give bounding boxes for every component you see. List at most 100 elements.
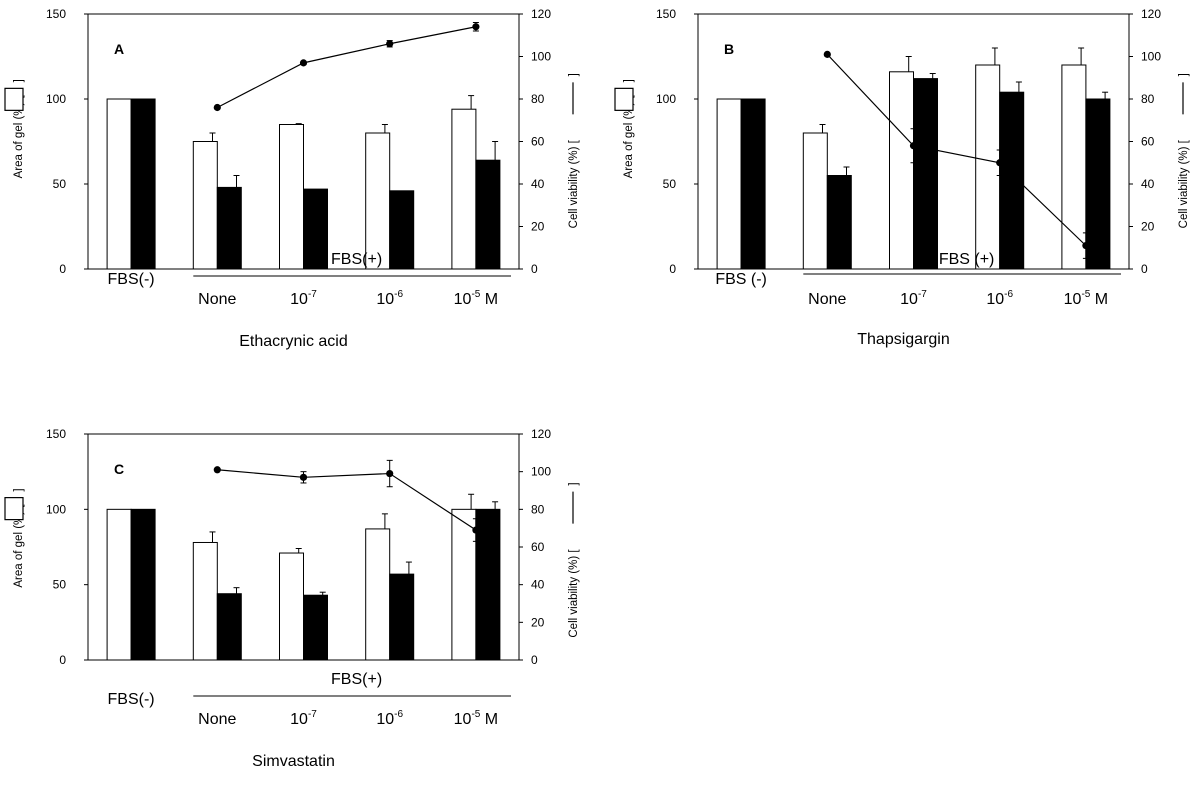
open-bar	[365, 528, 391, 661]
left-tick-label: 150	[46, 427, 66, 441]
open-bar	[1061, 64, 1087, 270]
category-label: None	[198, 291, 236, 308]
open-bar	[192, 141, 218, 270]
left-tick-label: 100	[46, 92, 66, 106]
fbs-positive-label: FBS(+)	[331, 251, 382, 268]
filled-bar	[1085, 98, 1111, 270]
open-bar	[106, 98, 132, 270]
open-bar	[451, 508, 477, 661]
right-tick-label: 100	[1141, 50, 1161, 64]
filled-bar	[389, 573, 415, 661]
viability-point	[213, 466, 221, 474]
viability-point	[213, 103, 221, 112]
filled-bar	[389, 190, 415, 270]
viability-line	[217, 26, 477, 109]
viability-point	[996, 159, 1004, 167]
viability-point	[386, 40, 394, 48]
panel-letter: C	[114, 461, 124, 477]
viability-point	[386, 469, 394, 478]
right-tick-label: 0	[1141, 262, 1148, 276]
fbs-negative-label: FBS (-)	[715, 271, 767, 288]
open-bar	[889, 71, 914, 270]
right-tick-label: 120	[531, 427, 551, 441]
viability-point	[909, 142, 918, 150]
panel-letter: B	[724, 41, 734, 57]
viability-line	[826, 53, 1087, 247]
open-bar	[106, 508, 132, 661]
right-tick-label: 60	[1141, 135, 1155, 149]
category-label: 10-7	[290, 709, 317, 728]
filled-bar	[216, 593, 242, 661]
filled-bar	[303, 594, 328, 661]
fbs-positive-label: FBS (+)	[939, 251, 995, 268]
left-tick-label: 0	[59, 262, 66, 276]
right-tick-label: 80	[531, 502, 545, 516]
category-label: 10-6	[376, 289, 403, 308]
filled-bar	[475, 159, 501, 270]
viability-point	[1082, 242, 1090, 250]
drug-name: Simvastatin	[252, 753, 335, 770]
category-label: None	[198, 711, 236, 728]
fbs-negative-label: FBS(-)	[108, 271, 155, 288]
right-tick-label: 100	[531, 50, 551, 64]
right-tick-label: 60	[531, 135, 545, 149]
left-tick-label: 50	[53, 578, 67, 592]
left-tick-label: 100	[656, 92, 676, 106]
open-bar	[802, 132, 828, 270]
panel-a-ethacrynic-acid: 0 50 100 150 0 20 40 60 80 100 120 Area of gel (%) …	[4, 7, 580, 350]
category-label: 10-5 M	[454, 709, 498, 728]
left-tick-label: 0	[59, 653, 66, 667]
right-tick-label: 80	[1141, 92, 1155, 106]
open-bar-legend-key	[4, 87, 24, 111]
legend-bracket: ]	[13, 79, 25, 82]
drug-name: Thapsigargin	[857, 331, 950, 348]
category-label: 10-5 M	[1064, 289, 1108, 308]
left-tick-label: 150	[46, 7, 66, 21]
left-tick-label: 0	[669, 262, 676, 276]
right-tick-label: 60	[531, 540, 545, 554]
category-label: 10-7	[900, 289, 927, 308]
right-tick-label: 120	[1141, 7, 1161, 21]
viability-point	[299, 59, 308, 67]
open-bar	[279, 552, 304, 661]
right-axis-title: Cell viability (%) [	[568, 549, 580, 638]
filled-bar	[913, 78, 938, 270]
legend-bracket: ]	[13, 488, 25, 491]
left-tick-label: 150	[656, 7, 676, 21]
left-tick-label: 50	[663, 177, 677, 191]
filled-bar	[475, 508, 501, 661]
right-tick-label: 0	[531, 262, 538, 276]
panel-c-simvastatin: 0 50 100 150 0 20 40 60 80 100 120 Area of gel (%) …	[4, 427, 580, 770]
category-label: 10-6	[986, 289, 1013, 308]
open-bar	[279, 124, 304, 270]
right-tick-label: 120	[531, 7, 551, 21]
viability-point	[299, 473, 308, 481]
right-tick-label: 20	[531, 220, 545, 234]
filled-bar	[303, 188, 328, 270]
category-label: 10-7	[290, 289, 317, 308]
category-label: 10-5 M	[454, 289, 498, 308]
right-tick-label: 40	[1141, 177, 1155, 191]
open-bar	[716, 98, 742, 270]
left-tick-label: 50	[53, 177, 67, 191]
fbs-negative-label: FBS(-)	[108, 691, 155, 708]
left-tick-label: 100	[46, 502, 66, 516]
filled-bar	[999, 91, 1025, 270]
legend-bracket: ]	[568, 73, 580, 76]
open-bar	[365, 132, 391, 270]
open-bar	[975, 64, 1001, 270]
right-tick-label: 40	[531, 177, 545, 191]
right-axis-title: Cell viability (%) [	[568, 139, 580, 228]
right-tick-label: 20	[531, 615, 545, 629]
category-label: 10-6	[376, 709, 403, 728]
left-axis-title: Area of gel (%) [	[623, 94, 635, 178]
right-tick-label: 20	[1141, 220, 1155, 234]
viability-point	[823, 50, 831, 58]
open-bar-legend-key	[614, 87, 634, 111]
legend-bracket: ]	[623, 79, 635, 82]
right-axis-title: Cell viability (%) [	[1178, 139, 1190, 228]
filled-bar	[216, 186, 242, 270]
category-label: None	[808, 291, 846, 308]
legend-bracket: ]	[568, 482, 580, 485]
